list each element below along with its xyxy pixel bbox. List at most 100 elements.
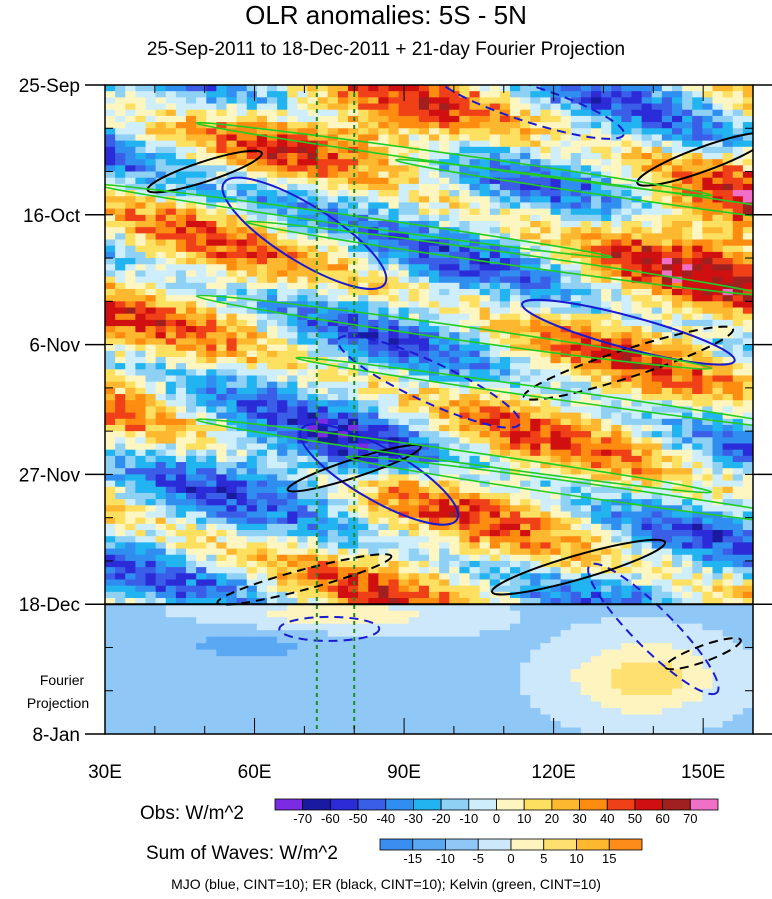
- obs-cell: [499, 326, 511, 333]
- obs-cell: [297, 202, 309, 210]
- obs-cell: [287, 400, 298, 408]
- obs-cell: [570, 548, 582, 556]
- obs-cell: [358, 338, 369, 346]
- obs-cell: [418, 196, 430, 204]
- obs-cell: [449, 177, 460, 185]
- obs-cell: [246, 344, 258, 352]
- obs-cell: [297, 412, 309, 420]
- obs-cell: [216, 307, 228, 315]
- obs-cell: [105, 455, 116, 463]
- obs-cell: [732, 91, 744, 98]
- obs-cell: [155, 258, 167, 265]
- obs-cell: [611, 369, 622, 377]
- obs-cell: [398, 369, 410, 377]
- obs-cell: [429, 251, 440, 259]
- obs-cell: [439, 437, 450, 445]
- obs-cell: [115, 295, 126, 302]
- obs-cell: [277, 530, 288, 537]
- obs-cell: [418, 492, 430, 500]
- obs-cell: [186, 369, 197, 377]
- obs-cell: [155, 394, 167, 401]
- obs-cell: [479, 431, 491, 438]
- obs-cell: [702, 424, 714, 432]
- obs-cell: [570, 171, 582, 179]
- obs-cell: [125, 258, 136, 265]
- obs-cell: [135, 202, 147, 210]
- obs-cell: [175, 239, 187, 247]
- obs-cell: [469, 560, 481, 568]
- obs-cell: [479, 412, 491, 420]
- obs-cell: [672, 270, 683, 278]
- obs-cell: [196, 560, 207, 568]
- obs-cell: [226, 560, 238, 568]
- obs-cell: [418, 128, 430, 136]
- obs-cell: [611, 258, 622, 265]
- obs-cell: [358, 468, 369, 475]
- obs-cell: [732, 424, 744, 432]
- obs-cell: [236, 288, 248, 296]
- obs-cell: [287, 381, 298, 389]
- obs-cell: [246, 530, 258, 537]
- obs-cell: [337, 517, 349, 525]
- obs-cell: [145, 208, 157, 216]
- obs-cell: [742, 554, 753, 562]
- obs-cell: [388, 208, 400, 216]
- obs-cell: [155, 319, 167, 327]
- obs-cell: [115, 258, 126, 265]
- obs-cell: [429, 381, 440, 389]
- obs-cell: [651, 109, 663, 117]
- obs-cell: [368, 122, 379, 129]
- obs-cell: [621, 517, 633, 525]
- obs-cell: [368, 511, 379, 519]
- obs-cell: [145, 356, 157, 364]
- obs-cell: [358, 270, 369, 278]
- obs-cell: [570, 152, 582, 160]
- obs-cell: [165, 276, 177, 284]
- obs-cell: [155, 326, 167, 333]
- obs-cell: [378, 276, 390, 284]
- obs-cell: [611, 443, 622, 451]
- obs-cell: [651, 288, 663, 296]
- obs-cell: [368, 233, 379, 241]
- obs-cell: [327, 363, 339, 370]
- obs-cell: [267, 474, 278, 482]
- obs-cell: [317, 220, 329, 228]
- obs-cell: [358, 418, 369, 426]
- obs-cell: [641, 295, 653, 302]
- obs-cell: [550, 437, 562, 445]
- obs-cell: [510, 548, 521, 556]
- obs-cell: [206, 363, 217, 370]
- obs-cell: [510, 474, 521, 482]
- obs-cell: [591, 270, 602, 278]
- obs-cell: [641, 530, 653, 537]
- obs-cell: [256, 220, 268, 228]
- obs-cell: [408, 369, 420, 377]
- obs-cell: [145, 363, 157, 370]
- obs-cell: [256, 499, 268, 506]
- obs-cell: [206, 128, 217, 136]
- obs-cell: [216, 128, 228, 136]
- obs-cell: [611, 536, 622, 543]
- obs-cell: [702, 449, 714, 457]
- obs-cell: [337, 474, 349, 482]
- obs-cell: [317, 511, 329, 519]
- obs-cell: [439, 474, 450, 482]
- obs-cell: [560, 418, 572, 426]
- obs-cell: [135, 326, 147, 333]
- obs-cell: [580, 91, 592, 98]
- obs-cell: [135, 350, 147, 358]
- obs-cell: [246, 251, 258, 259]
- obs-cell: [611, 406, 622, 414]
- obs-cell: [155, 363, 167, 370]
- obs-cell: [429, 486, 440, 494]
- obs-cell: [580, 264, 592, 272]
- obs-cell: [580, 344, 592, 352]
- obs-cell: [499, 214, 511, 222]
- obs-cell: [115, 190, 126, 197]
- obs-cell: [540, 530, 552, 537]
- obs-cell: [246, 431, 258, 438]
- obs-cell: [206, 115, 217, 123]
- obs-cell: [418, 251, 430, 259]
- obs-cell: [216, 443, 228, 451]
- obs-cell: [540, 122, 552, 129]
